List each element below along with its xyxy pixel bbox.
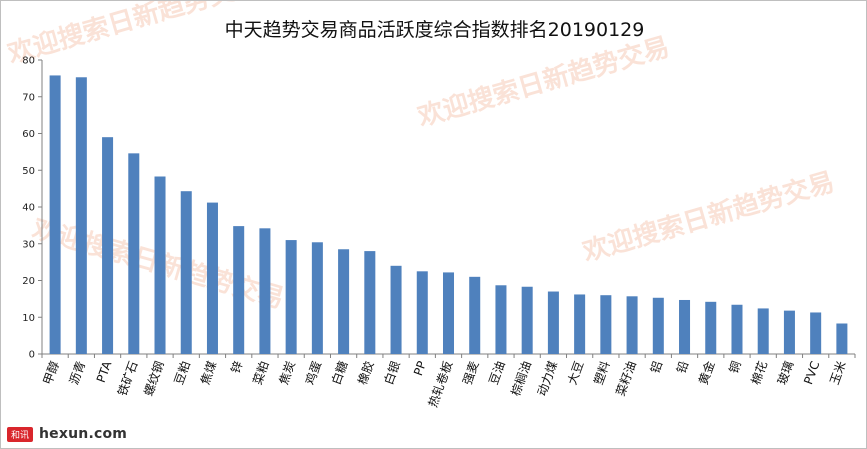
bar: [626, 296, 638, 354]
bar: [757, 308, 769, 354]
y-tick-label: 60: [22, 129, 35, 140]
x-category-label: 塑料: [590, 359, 612, 387]
x-category-label: 菜籽油: [613, 359, 638, 398]
bar: [390, 265, 402, 354]
chart-title: 中天趋势交易商品活跃度综合指数排名20190129: [224, 19, 645, 41]
x-category-label: 棉花: [748, 359, 770, 387]
bar: [285, 240, 297, 354]
x-category-label: 白银: [381, 359, 403, 387]
bar: [180, 191, 192, 354]
bar: [259, 228, 271, 354]
bar: [233, 226, 245, 354]
x-category-label: 螺纹钢: [141, 359, 166, 398]
y-tick-label: 30: [22, 239, 35, 250]
hexun-logo-badge: 和讯: [7, 426, 34, 442]
x-category-label: PTA: [94, 358, 115, 384]
bar: [206, 202, 218, 354]
y-tick-label: 80: [22, 56, 35, 67]
bar: [521, 286, 533, 354]
category-labels: 甲醇 沥青 PTA 铁矿石 螺纹钢 豆粕 焦煤锌菜粕 焦炭 鸡蛋 白糖 橡胶 白银 PP热轧卷板 强麦 豆油…: [40, 358, 849, 409]
x-category-label: 焦煤: [198, 359, 219, 386]
x-category-label: 橡胶: [354, 359, 376, 387]
x-category-label: 动力煤: [535, 359, 560, 398]
chart-bars: [49, 75, 848, 355]
x-category-label: 铝: [647, 359, 665, 375]
x-category-label: PP: [411, 359, 429, 377]
bar: [338, 249, 350, 354]
bar: [364, 251, 376, 354]
x-category-label: 焦炭: [277, 359, 298, 386]
y-tick-label: 0: [29, 350, 35, 361]
x-category-label: 黄金: [695, 359, 717, 387]
bar: [652, 297, 664, 354]
bar: [705, 301, 717, 354]
bar: [469, 276, 481, 354]
x-category-label: 菜粕: [249, 359, 271, 387]
watermark-text: 欢迎搜索日新趋势交易: [413, 31, 672, 133]
x-category-label: 铜: [726, 359, 744, 375]
x-category-label: 强麦: [460, 359, 481, 386]
bar: [679, 299, 691, 354]
x-category-label: 铁矿石: [115, 359, 140, 398]
y-tick-label: 20: [22, 276, 35, 287]
y-tick-label: 40: [22, 203, 35, 214]
watermark-text: 欢迎搜索日新趋势交易: [578, 166, 837, 268]
x-category-label: 棕榈油: [508, 359, 534, 398]
bar: [731, 304, 743, 354]
x-category-label: 锌: [228, 359, 245, 375]
y-tick-label: 50: [22, 166, 35, 177]
bar: [495, 285, 507, 354]
x-category-label: 豆油: [486, 359, 507, 386]
x-category-label: 鸡蛋: [302, 359, 324, 387]
x-category-label: 玻璃: [775, 359, 796, 386]
hexun-logo: 和讯 hexun.com: [7, 425, 127, 443]
bar: [783, 310, 795, 354]
x-category-label: 热轧卷板: [425, 359, 456, 409]
bar: [547, 291, 559, 354]
y-tick-label: 70: [22, 92, 35, 103]
bar: [311, 242, 323, 354]
bar: [416, 271, 428, 354]
y-tick-label: 10: [22, 313, 35, 324]
bar: [102, 137, 114, 354]
x-category-label: 白糖: [328, 359, 350, 387]
bar: [442, 272, 455, 354]
bar: [75, 77, 87, 355]
bar: [574, 294, 586, 354]
bar: [49, 75, 61, 354]
x-category-label: 豆粕: [171, 359, 193, 387]
x-category-label: PVC: [801, 359, 822, 386]
x-category-label: 大豆: [565, 359, 586, 386]
bar: [810, 312, 822, 354]
hexun-logo-text: hexun.com: [39, 426, 128, 442]
x-category-label: 沥青: [67, 359, 88, 386]
x-category-label: 玉米: [827, 359, 848, 386]
x-category-label: 铅: [674, 359, 691, 375]
bar: [154, 176, 166, 354]
bar: [600, 295, 612, 354]
bar: [128, 153, 140, 354]
x-category-label: 甲醇: [40, 359, 62, 387]
bar: [836, 323, 848, 354]
